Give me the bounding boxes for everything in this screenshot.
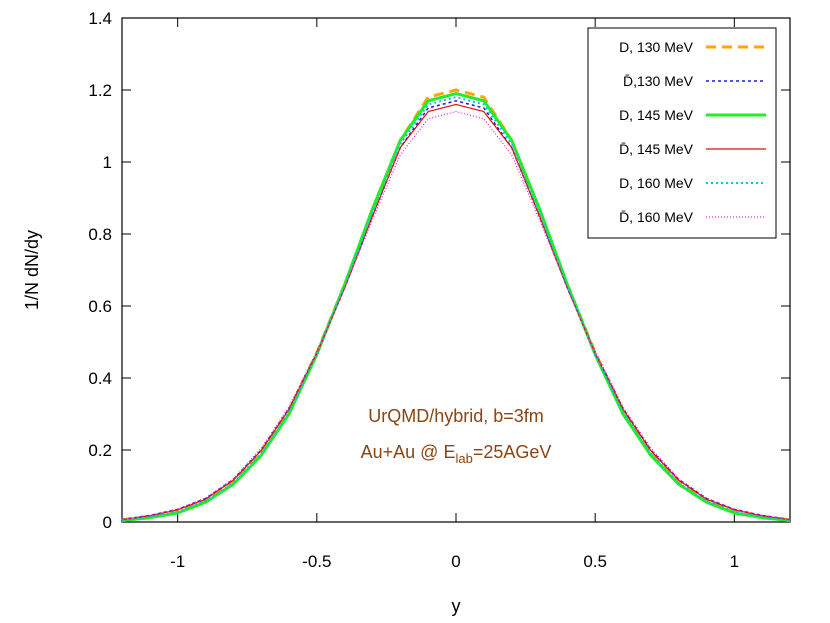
legend-label: D, 145 MeV xyxy=(619,107,694,123)
series-layer xyxy=(121,88,791,523)
series-line-4 xyxy=(121,103,791,521)
x-tick-label: 1 xyxy=(730,552,739,571)
series-line-6 xyxy=(121,110,791,521)
x-tick-label: 0.5 xyxy=(583,552,607,571)
y-tick-label: 1.2 xyxy=(88,81,112,100)
y-tick-label: 0.4 xyxy=(88,369,112,388)
series-line-5 xyxy=(121,96,791,522)
y-tick-label: 0.6 xyxy=(88,297,112,316)
annotation: UrQMD/hybrid, b=3fm Au+Au @ Elab=25AGeV xyxy=(361,406,552,466)
legend-entry: D̄, 160 MeV xyxy=(619,209,766,225)
legend-entry: D̄, 145 MeV xyxy=(619,141,766,157)
x-tick-label: -1 xyxy=(170,552,185,571)
legend-entry: D̄,130 MeV xyxy=(623,73,766,89)
annotation-line2-prefix: Au+Au @ E xyxy=(361,442,456,462)
x-tick-label: 0 xyxy=(451,552,460,571)
legend-label: D, 130 MeV xyxy=(619,39,694,55)
legend-entry: D, 145 MeV xyxy=(619,107,766,123)
legend-label: D̄,130 MeV xyxy=(623,73,694,89)
x-axis-title: y xyxy=(452,596,461,616)
legend-label: D, 160 MeV xyxy=(619,175,694,191)
annotation-line2-sub: lab xyxy=(455,451,472,466)
legend-box xyxy=(587,27,777,239)
y-tick-label: 0 xyxy=(103,513,112,532)
legend-label: D̄, 160 MeV xyxy=(619,209,694,225)
legend-label: D̄, 145 MeV xyxy=(619,141,694,157)
y-tick-label: 0.8 xyxy=(88,225,112,244)
annotation-line1: UrQMD/hybrid, b=3fm xyxy=(368,406,544,426)
y-axis-title: 1/N dN/dy xyxy=(22,230,42,310)
annotation-line2: Au+Au @ Elab=25AGeV xyxy=(361,442,552,466)
legend-entry: D, 160 MeV xyxy=(619,175,766,191)
annotation-line2-suffix: =25AGeV xyxy=(473,442,552,462)
legend-entry: D, 130 MeV xyxy=(619,39,766,55)
y-tick-label: 1 xyxy=(103,153,112,172)
y-tick-label: 1.4 xyxy=(88,9,112,28)
x-tick-label: -0.5 xyxy=(302,552,331,571)
legend: D, 130 MeV D̄,130 MeV D, 145 MeV D̄, 145 Me… xyxy=(587,27,777,239)
y-tick-label: 0.2 xyxy=(88,441,112,460)
ticks: 0 0.2 0.4 0.6 0.8 1 1.2 1.4 -1 -0.5 0 0.5 1 xyxy=(88,9,790,571)
